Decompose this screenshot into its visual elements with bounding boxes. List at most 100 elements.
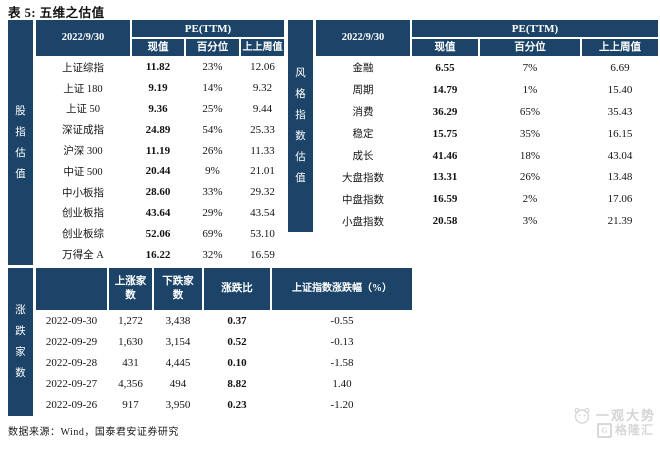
table-row: 2022-09-30 1,272 3,438 0.37 -0.55 <box>8 310 412 331</box>
table-row: 沪深 300 11.19 26% 11.33 <box>8 140 284 161</box>
change-cell: -0.55 <box>330 314 354 327</box>
label-cell: 上证 50 <box>65 104 101 116</box>
prev-cell: 11.33 <box>250 144 275 157</box>
gelonghui-logo-icon: G <box>596 423 612 438</box>
current-cell: 20.44 <box>145 165 171 178</box>
table-row: 消费 36.29 65% 35.43 <box>288 101 658 123</box>
percentile-cell: 33% <box>202 186 223 199</box>
prev-cell: 21.01 <box>250 165 275 178</box>
index-current-header: 现值 <box>132 39 184 56</box>
table-row: 中小板指 28.60 33% 29.32 <box>8 182 284 203</box>
current-cell: 20.58 <box>432 215 458 228</box>
index-percentile-header: 百分位 <box>186 39 239 56</box>
current-cell: 6.55 <box>435 61 455 74</box>
side-label-text: 风格指数估值 <box>295 68 306 184</box>
ratio-cell: 0.52 <box>227 335 247 348</box>
label-cell: 万得全 A <box>62 250 104 262</box>
table-row: 上证综指 11.82 23% 12.06 <box>8 57 284 78</box>
label-cell: 成长 <box>352 151 374 162</box>
prev-cell: 16.59 <box>250 248 275 261</box>
table-row: 深证成指 24.89 54% 25.33 <box>8 119 284 140</box>
label-cell: 创业板指 <box>62 208 104 220</box>
table-row: 大盘指数 13.31 26% 13.48 <box>288 166 658 188</box>
table-row: 金融 6.55 7% 6.69 <box>288 57 658 79</box>
style-percentile-header: 百分位 <box>480 39 580 56</box>
table-row: 万得全 A 16.22 32% 16.59 <box>8 244 284 265</box>
index-valuation-table: 股指估值 2022/9/30 PE(TTM) 现值 百分位 上上周值 上证综指 1… <box>8 20 284 265</box>
prev-cell: 43.04 <box>607 149 633 162</box>
label-cell: 深证成指 <box>62 125 104 137</box>
index-prev-header: 上上周值 <box>241 39 284 56</box>
current-cell: 9.19 <box>148 82 168 95</box>
label-cell: 大盘指数 <box>342 172 384 184</box>
table-row: 2022-09-28 431 4,445 0.10 -1.58 <box>8 352 412 373</box>
style-pe-group-header: PE(TTM) <box>412 20 658 37</box>
table-row: 2022-09-29 1,630 3,154 0.52 -0.13 <box>8 331 412 352</box>
table-row: 小盘指数 20.58 3% 21.39 <box>288 210 658 232</box>
table-row: 创业板指 43.64 29% 43.54 <box>8 203 284 224</box>
style-date-header: 2022/9/30 <box>316 20 410 56</box>
down-cell: 4,445 <box>165 356 191 369</box>
up-cell: 1,630 <box>118 335 143 348</box>
date-cell: 2022-09-28 <box>45 356 98 369</box>
prev-cell: 29.32 <box>250 186 275 199</box>
watermark-series-name: 一观大势 <box>595 408 656 423</box>
percentile-cell: 1% <box>522 83 538 96</box>
percentile-cell: 25% <box>202 102 223 115</box>
style-current-header: 现值 <box>412 39 478 56</box>
data-source-note: 数据来源：Wind，国泰君安证券研究 <box>8 427 179 438</box>
current-cell: 13.31 <box>432 171 458 184</box>
prev-cell: 9.32 <box>252 82 273 95</box>
table-row: 上证 50 9.36 25% 9.44 <box>8 99 284 120</box>
percentile-cell: 18% <box>519 149 541 162</box>
change-cell: -1.20 <box>330 399 354 412</box>
percentile-cell: 65% <box>519 105 541 118</box>
current-cell: 16.59 <box>432 193 458 206</box>
watermark: 一观大势 G 格隆汇 <box>496 407 656 438</box>
percentile-cell: 7% <box>522 61 538 74</box>
down-cell: 3,950 <box>165 399 191 412</box>
current-cell: 36.29 <box>432 105 458 118</box>
prev-cell: 35.43 <box>607 105 633 118</box>
label-cell: 消费 <box>352 107 374 119</box>
index-pe-group-header: PE(TTM) <box>132 20 284 37</box>
table-row: 中盘指数 16.59 2% 17.06 <box>288 188 658 210</box>
index-date-header: 2022/9/30 <box>36 20 130 56</box>
current-cell: 28.60 <box>145 186 171 199</box>
watermark-brand-name: 格隆汇 <box>614 423 654 437</box>
prev-cell: 17.06 <box>607 193 633 206</box>
prev-cell: 13.48 <box>607 171 633 184</box>
label-cell: 周期 <box>352 85 374 97</box>
current-cell: 43.64 <box>145 206 171 219</box>
prev-cell: 6.69 <box>610 61 630 74</box>
up-cell: 917 <box>122 399 139 412</box>
label-cell: 沪深 300 <box>63 146 103 158</box>
index-table-side-label: 股指估值 <box>8 20 33 265</box>
label-cell: 中盘指数 <box>342 194 384 206</box>
percentile-cell: 35% <box>519 127 541 140</box>
change-cell: -0.13 <box>330 335 354 348</box>
percentile-cell: 29% <box>202 206 223 219</box>
change-cell: 1.40 <box>332 378 352 391</box>
breadth-ratio-header: 涨跌比 <box>204 268 270 310</box>
style-table-side-label: 风格指数估值 <box>288 20 313 232</box>
prev-cell: 16.15 <box>607 127 633 140</box>
ratio-cell: 8.82 <box>227 378 247 391</box>
table-row: 创业板综 52.06 69% 53.10 <box>8 223 284 244</box>
prev-cell: 15.40 <box>607 83 633 96</box>
current-cell: 14.79 <box>432 83 458 96</box>
current-cell: 15.75 <box>432 127 458 140</box>
style-table-rows: 金融 6.55 7% 6.69 周期 14.79 1% 15.40 消费 36.29 65% 35.4… <box>288 57 658 232</box>
label-cell: 小盘指数 <box>342 216 384 228</box>
up-cell: 4,356 <box>118 378 143 391</box>
current-cell: 16.22 <box>145 248 171 261</box>
ratio-cell: 0.23 <box>227 399 247 412</box>
style-valuation-table: 风格指数估值 2022/9/30 PE(TTM) 现值 百分位 上上周值 金融 6… <box>288 20 658 232</box>
label-cell: 中证 500 <box>63 166 103 178</box>
breadth-table: 涨跌家数 上涨家数 下跌家数 涨跌比 上证指数涨跌幅（%） 2022-09-30… <box>8 268 412 416</box>
date-cell: 2022-09-26 <box>45 399 98 412</box>
ratio-cell: 0.10 <box>227 356 247 369</box>
table-row: 2022-09-26 917 3,950 0.23 -1.20 <box>8 395 412 416</box>
down-cell: 3,154 <box>165 335 191 348</box>
table-row: 稳定 15.75 35% 16.15 <box>288 123 658 145</box>
